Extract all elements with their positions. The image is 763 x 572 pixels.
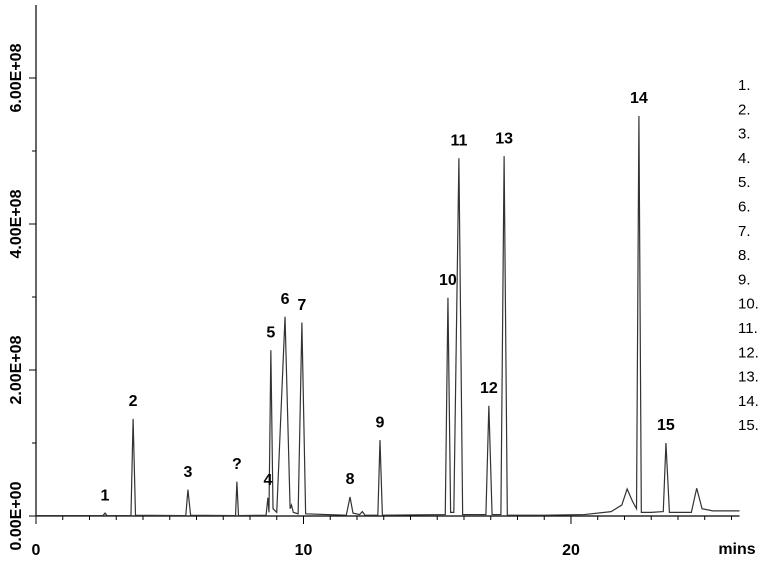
x-tick-label: 0 — [32, 542, 41, 559]
legend-entry: 12. — [738, 344, 759, 361]
legend-entry: 1. — [738, 77, 751, 94]
y-tick-label: 6.00E+08 — [8, 43, 25, 112]
peak-label: 7 — [297, 297, 306, 314]
peak-label: 1 — [101, 487, 110, 504]
peak-label: 13 — [495, 130, 513, 147]
legend-entry: 3. — [738, 126, 751, 143]
peak-label: 14 — [630, 90, 648, 107]
legend-entry: 11. — [738, 320, 758, 337]
legend-entry: 6. — [738, 198, 751, 215]
peak-label: 5 — [266, 325, 275, 342]
legend-entry: 2. — [738, 101, 751, 118]
peak-label: 4 — [263, 472, 272, 489]
legend-entry: 7. — [738, 223, 751, 240]
legend-entry: 13. — [738, 369, 759, 386]
legend-entry: 15. — [738, 417, 759, 434]
peak-label: 10 — [439, 272, 457, 289]
peak-label: 15 — [657, 417, 675, 434]
legend-entry: 5. — [738, 174, 751, 191]
legend-entry: 4. — [738, 150, 751, 167]
x-tick-label: 10 — [295, 542, 313, 559]
y-tick-label: 0.00E+00 — [8, 481, 25, 550]
x-tick-label: 20 — [562, 542, 580, 559]
y-tick-label: 2.00E+08 — [8, 335, 25, 404]
legend-entry: 10. — [738, 296, 759, 313]
peak-label: 3 — [183, 464, 192, 481]
legend-entry: 8. — [738, 247, 751, 264]
peak-label: 12 — [480, 380, 498, 397]
peak-label: 2 — [129, 393, 138, 410]
peak-label: 9 — [376, 414, 385, 431]
peak-label: 11 — [450, 133, 467, 150]
chromatogram-line — [36, 115, 740, 517]
y-tick-label: 4.00E+08 — [8, 189, 25, 258]
peak-label: 6 — [281, 291, 290, 308]
legend-entry: 9. — [738, 271, 751, 288]
peak-label: ? — [232, 456, 242, 473]
legend-entry: 14. — [738, 393, 759, 410]
peak-label: 8 — [346, 471, 355, 488]
x-axis-label: mins — [718, 541, 755, 558]
